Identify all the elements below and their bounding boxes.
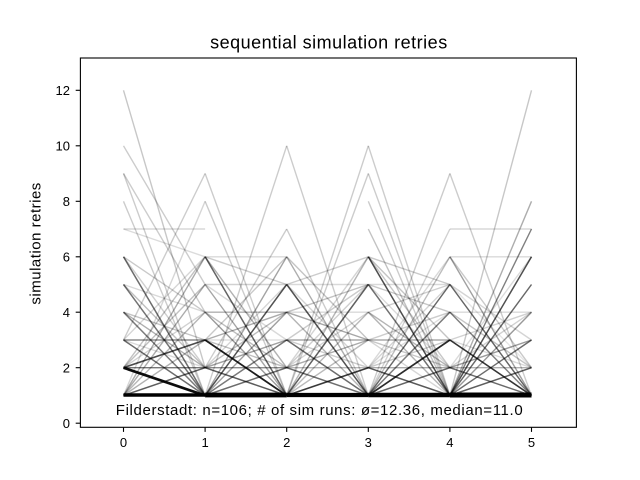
svg-text:2: 2 — [63, 360, 70, 375]
svg-text:4: 4 — [446, 435, 453, 450]
svg-text:4: 4 — [63, 305, 70, 320]
svg-text:8: 8 — [63, 194, 70, 209]
svg-text:sequential simulation retries: sequential simulation retries — [210, 33, 448, 53]
svg-text:Filderstadt: n=106; # of sim r: Filderstadt: n=106; # of sim runs: ø=12.… — [116, 402, 524, 419]
svg-text:5: 5 — [528, 435, 535, 450]
svg-text:12: 12 — [56, 83, 70, 98]
svg-text:simulation retries: simulation retries — [28, 182, 45, 304]
svg-text:0: 0 — [120, 435, 127, 450]
svg-text:1: 1 — [201, 435, 208, 450]
svg-text:3: 3 — [365, 435, 372, 450]
svg-text:0: 0 — [63, 416, 70, 431]
svg-text:2: 2 — [283, 435, 290, 450]
svg-text:10: 10 — [56, 138, 70, 153]
svg-text:6: 6 — [63, 249, 70, 264]
